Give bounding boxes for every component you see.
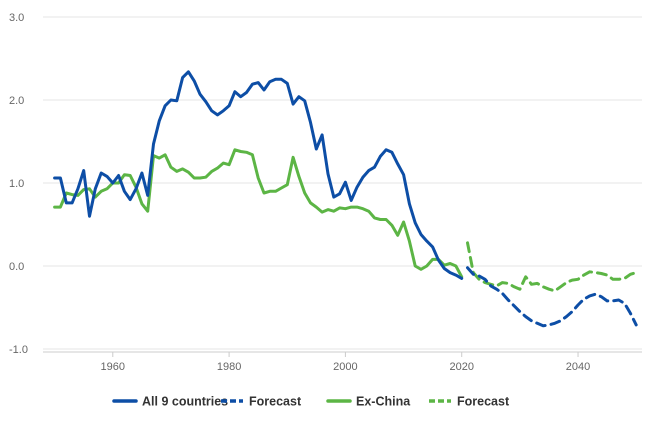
legend-label: Ex-China <box>356 395 411 409</box>
legend-label: Forecast <box>249 395 302 409</box>
legend-label: All 9 countries <box>142 395 228 409</box>
x-tick-label: 2000 <box>333 361 357 373</box>
legend: All 9 countries Forecast Ex-China Forecast <box>112 395 510 409</box>
series-line-ex-china-forecast <box>466 241 638 293</box>
y-tick-label: -1.0 <box>9 344 28 356</box>
y-tick-label: 1.0 <box>9 178 24 190</box>
grid-lines <box>43 16 642 350</box>
series-line-all-9-countries <box>53 70 464 280</box>
x-tick-label: 2040 <box>566 361 590 373</box>
x-tick-label: 1980 <box>217 361 241 373</box>
x-tick-label: 2020 <box>449 361 473 373</box>
series-line-all-9-countries-forecast <box>466 266 638 328</box>
y-tick-label: 3.0 <box>9 12 24 24</box>
y-tick-label: 0.0 <box>9 261 24 273</box>
y-axis-tick-labels: 3.0 2.0 1.0 0.0 -1.0 <box>9 12 28 356</box>
series-line-ex-china <box>53 148 464 279</box>
legend-label: Forecast <box>457 395 510 409</box>
x-axis: 1960 1980 2000 2020 2040 <box>43 351 642 373</box>
x-tick-label: 1960 <box>101 361 125 373</box>
y-tick-label: 2.0 <box>9 95 24 107</box>
legend-item: Forecast <box>429 395 510 409</box>
legend-item: All 9 countries <box>112 395 228 409</box>
legend-item: Ex-China <box>326 395 411 409</box>
legend-item: Forecast <box>221 395 302 409</box>
series-lines <box>53 70 638 328</box>
